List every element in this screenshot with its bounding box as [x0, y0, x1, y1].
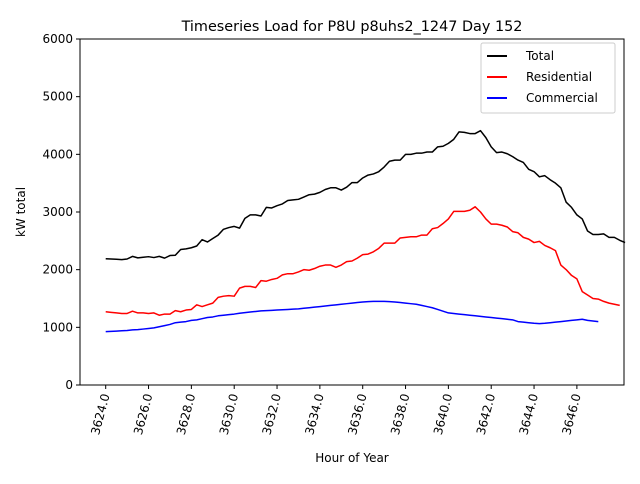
x-tick-label: 3642.0	[474, 392, 498, 436]
series-line-total	[105, 129, 626, 261]
series-line-commercial	[105, 300, 599, 333]
series-line-residential	[105, 206, 620, 316]
y-tick-label: 1000	[42, 320, 73, 334]
y-tick-label: 2000	[42, 263, 73, 277]
legend: Total Residential Commercial	[480, 42, 616, 114]
y-tick-label: 4000	[42, 147, 73, 161]
x-tick-label: 3632.0	[260, 392, 284, 436]
x-tick-label: 3636.0	[345, 392, 369, 436]
y-tick-label: 5000	[42, 90, 73, 104]
x-tick-label: 3640.0	[431, 392, 455, 436]
y-axis-label: kW total	[14, 187, 28, 237]
x-tick-label: 3624.0	[88, 392, 112, 436]
legend-label-residential: Residential	[526, 70, 592, 84]
x-axis-label: Hour of Year	[315, 451, 389, 465]
x-axis: 3624.0 3626.0 3628.0 3630.0 3632.0 3634.0 3636…	[88, 385, 584, 436]
y-tick-label: 3000	[42, 205, 73, 219]
x-tick-label: 3638.0	[388, 392, 412, 436]
x-tick-label: 3626.0	[131, 392, 155, 436]
x-tick-label: 3644.0	[517, 392, 541, 436]
legend-label-total: Total	[525, 49, 554, 63]
legend-box	[480, 42, 616, 114]
x-tick-label: 3646.0	[559, 392, 583, 436]
y-axis: 0 1000 2000 3000 4000 5000 6000	[42, 32, 80, 392]
chart-title: Timeseries Load for P8U p8uhs2_1247 Day …	[181, 19, 523, 35]
y-tick-label: 0	[65, 378, 73, 392]
x-tick-label: 3630.0	[217, 392, 241, 436]
x-tick-label: 3628.0	[174, 392, 198, 436]
y-tick-label: 6000	[42, 32, 73, 46]
x-tick-label: 3634.0	[302, 392, 326, 436]
legend-label-commercial: Commercial	[526, 91, 598, 105]
series-layer	[105, 129, 626, 333]
